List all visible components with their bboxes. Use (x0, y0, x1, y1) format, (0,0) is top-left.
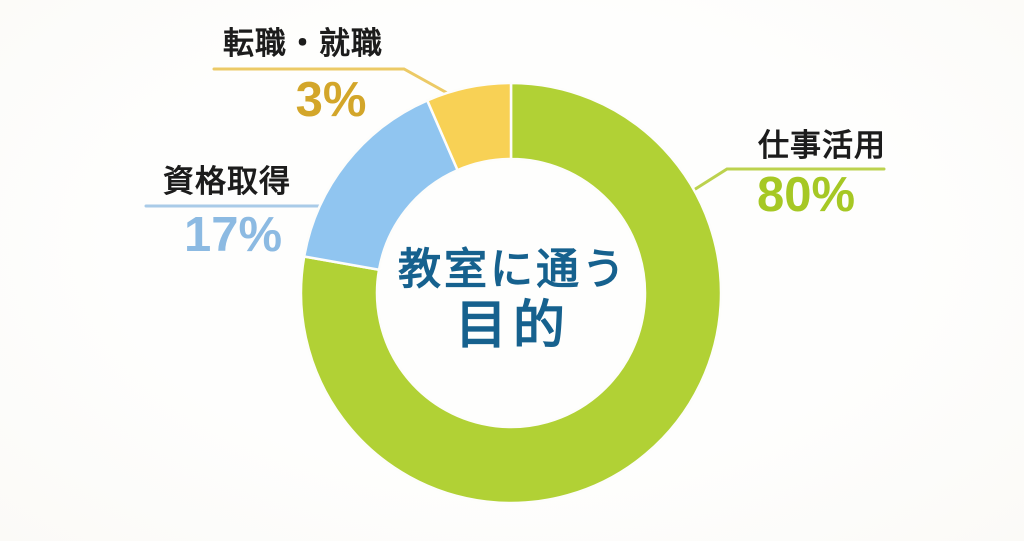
chart-center-title-line2: 目的 (454, 297, 572, 355)
percent-certification: 17% (183, 208, 283, 262)
leader-line-job-change (212, 67, 460, 101)
label-job-change: 転職・就職 (223, 26, 383, 61)
donut-segment-work-usage (299, 81, 723, 505)
label-certification: 資格取得 (163, 164, 291, 199)
leader-lines (144, 67, 886, 208)
percent-job-change: 3% (295, 73, 367, 127)
percent-work-usage: 80% (756, 168, 856, 222)
donut-segments (299, 81, 723, 505)
chart-center-title-line1: 教室に通う (398, 246, 628, 294)
label-work-usage: 仕事活用 (758, 128, 886, 163)
donut-segment-job-change (426, 81, 513, 172)
leader-line-work-usage (687, 167, 886, 195)
